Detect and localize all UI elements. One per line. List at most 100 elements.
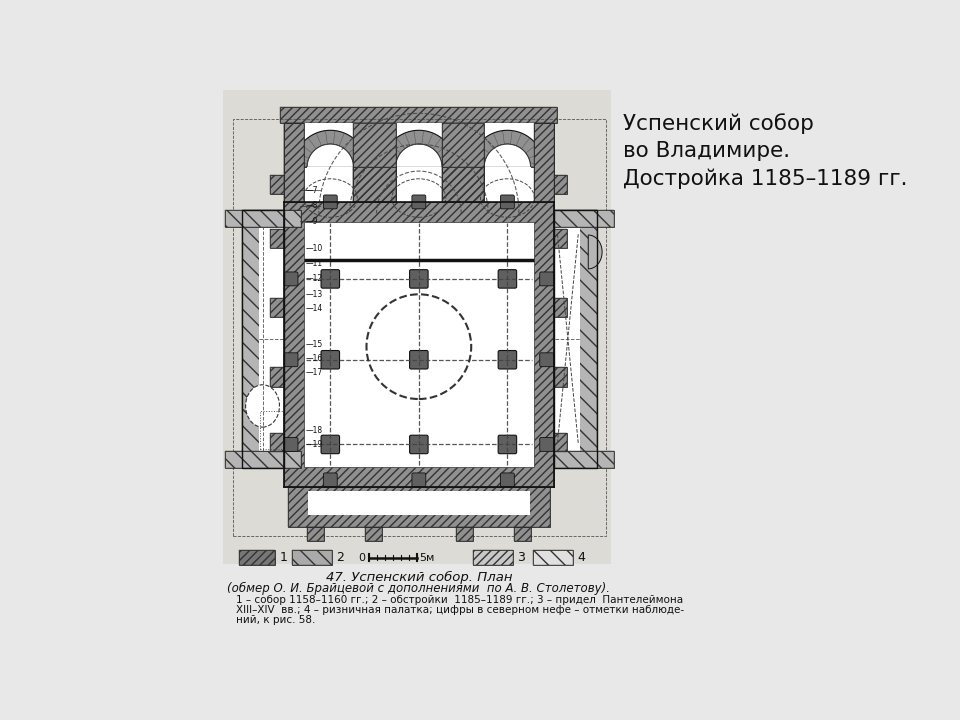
Bar [484,167,531,202]
Bar [554,433,567,452]
Text: —12: —12 [305,274,323,284]
Bar [242,210,284,467]
Bar [554,210,597,467]
Text: —14: —14 [305,304,323,312]
Bar [554,451,613,467]
Bar [284,122,304,202]
Text: —15: —15 [305,340,323,349]
Bar [271,433,284,452]
Bar [260,410,283,449]
Bar [225,210,301,227]
Bar [304,122,534,202]
FancyBboxPatch shape [284,272,298,286]
Bar [442,167,484,202]
Bar [308,490,530,516]
FancyBboxPatch shape [500,473,515,487]
FancyBboxPatch shape [540,438,554,451]
Bar [225,210,301,227]
Bar [514,527,531,541]
Bar [365,527,382,541]
Text: —8: —8 [305,202,318,210]
Text: —19: —19 [305,440,323,449]
Bar [239,550,275,565]
Polygon shape [396,144,442,167]
Bar [554,210,613,227]
FancyBboxPatch shape [498,351,516,369]
Bar [554,175,567,194]
Bar [284,122,554,202]
Bar [225,451,301,467]
FancyBboxPatch shape [284,438,298,451]
Bar [307,527,324,541]
Polygon shape [588,235,602,269]
Polygon shape [294,130,368,167]
Bar [271,175,284,194]
Bar [396,167,442,202]
Bar [353,122,396,202]
Bar [365,527,382,541]
Bar [307,527,324,541]
Text: —17: —17 [305,368,323,377]
Text: 3: 3 [517,551,525,564]
FancyBboxPatch shape [284,353,298,366]
Polygon shape [307,144,353,167]
Ellipse shape [246,384,279,427]
Text: (обмер О. И. Брайцевой с дополнениями  по А. В. Столетову).: (обмер О. И. Брайцевой с дополнениями по… [228,582,611,595]
Bar [239,550,275,565]
Text: —7: —7 [305,186,318,195]
Text: —10: —10 [305,243,323,253]
Bar [554,210,597,467]
Polygon shape [382,130,456,167]
Bar [307,167,353,202]
Bar [554,227,580,451]
Bar [534,122,554,202]
Text: 0: 0 [359,553,366,562]
Bar [442,167,484,202]
FancyBboxPatch shape [540,353,554,366]
Bar [292,550,332,565]
Bar [284,122,304,202]
Text: —18: —18 [305,426,323,435]
Text: 47. Успенский собор. План: 47. Успенский собор. План [325,571,512,584]
Text: 1: 1 [279,551,287,564]
Bar [514,527,531,541]
FancyBboxPatch shape [498,435,516,454]
Bar [396,167,442,202]
Bar [554,367,567,387]
Bar [353,167,396,202]
Bar [307,167,353,202]
FancyBboxPatch shape [410,270,428,288]
Bar [456,527,472,541]
Bar [353,167,396,202]
Text: 5м: 5м [420,553,435,562]
Bar [271,298,284,318]
Bar [232,119,606,536]
Bar [288,487,550,527]
Bar [288,487,550,527]
Bar [271,229,284,248]
Bar [242,210,284,467]
Bar [554,451,613,467]
Bar [271,433,284,452]
Bar [554,210,597,467]
FancyBboxPatch shape [412,195,426,209]
FancyBboxPatch shape [410,351,428,369]
FancyBboxPatch shape [500,195,515,209]
Bar [533,550,573,565]
Bar [533,550,573,565]
Text: —9: —9 [305,217,318,225]
Bar [258,227,284,451]
Bar [554,298,567,318]
Bar [554,298,567,318]
FancyBboxPatch shape [324,195,337,209]
Bar [554,433,567,452]
Bar [442,122,484,202]
Bar [442,122,484,202]
Text: ний, к рис. 58.: ний, к рис. 58. [236,615,316,625]
Bar [554,210,613,227]
Text: 2: 2 [336,551,345,564]
FancyBboxPatch shape [412,473,426,487]
Bar [554,367,567,387]
Bar [554,229,567,248]
Text: XIII–XIV  вв.; 4 – ризничная палатка; цифры в северном нефе – отметки наблюде-: XIII–XIV вв.; 4 – ризничная палатка; циф… [236,605,684,615]
